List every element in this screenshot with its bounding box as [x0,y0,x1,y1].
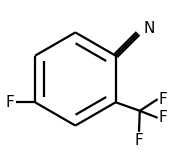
Text: N: N [144,21,155,36]
Text: F: F [158,92,167,107]
Text: F: F [5,95,14,110]
Text: F: F [158,110,167,125]
Text: F: F [135,133,143,148]
